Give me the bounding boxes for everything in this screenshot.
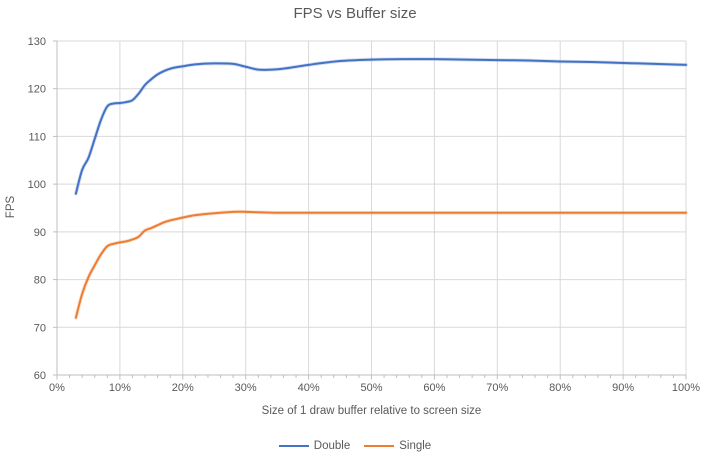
chart-title: FPS vs Buffer size bbox=[293, 5, 417, 22]
axes bbox=[53, 40, 687, 380]
x-tick-label: 70% bbox=[486, 382, 508, 394]
y-tick-label: 130 bbox=[28, 36, 46, 48]
double-line-swatch-icon bbox=[278, 445, 309, 447]
x-tick-label: 20% bbox=[172, 382, 194, 394]
legend-label-single: Single bbox=[399, 440, 432, 452]
y-tick-label: 60 bbox=[34, 370, 46, 382]
x-tick-label: 80% bbox=[549, 382, 571, 394]
series-line-single bbox=[74, 210, 687, 319]
y-tick-label: 80 bbox=[34, 275, 46, 287]
legend: Double Single bbox=[0, 440, 710, 452]
x-axis-title: Size of 1 draw buffer relative to screen… bbox=[261, 405, 482, 417]
y-tick-label: 110 bbox=[28, 131, 46, 143]
series-double bbox=[74, 57, 688, 196]
x-tick-label: 30% bbox=[235, 382, 257, 394]
y-tick-label: 90 bbox=[34, 227, 46, 239]
legend-item-single: Single bbox=[364, 440, 431, 452]
x-tick-label: 0% bbox=[49, 382, 65, 394]
x-tick-label: 90% bbox=[612, 382, 634, 394]
legend-label-double: Double bbox=[313, 440, 351, 452]
series-single bbox=[74, 209, 688, 320]
legend-item-double: Double bbox=[278, 440, 351, 452]
series-line-halo bbox=[74, 57, 688, 196]
series-line-halo bbox=[74, 209, 688, 320]
series-line-double bbox=[74, 58, 687, 195]
x-tick-label: 50% bbox=[360, 382, 382, 394]
y-axis-title: FPS bbox=[5, 195, 17, 219]
y-tick-label: 120 bbox=[28, 84, 46, 96]
x-tick-label: 10% bbox=[109, 382, 131, 394]
tick-labels: 60 70 80 90 100 110 120 130 0% 10% 20% 30% 40% 50% 60%… bbox=[28, 36, 701, 394]
y-tick-label: 100 bbox=[28, 179, 46, 191]
x-tick-label: 60% bbox=[423, 382, 445, 394]
x-tick-label: 40% bbox=[298, 382, 320, 394]
x-tick-label: 100% bbox=[672, 382, 700, 394]
gridlines bbox=[57, 40, 687, 375]
y-tick-label: 70 bbox=[34, 322, 46, 334]
single-line-swatch-icon bbox=[364, 445, 395, 447]
